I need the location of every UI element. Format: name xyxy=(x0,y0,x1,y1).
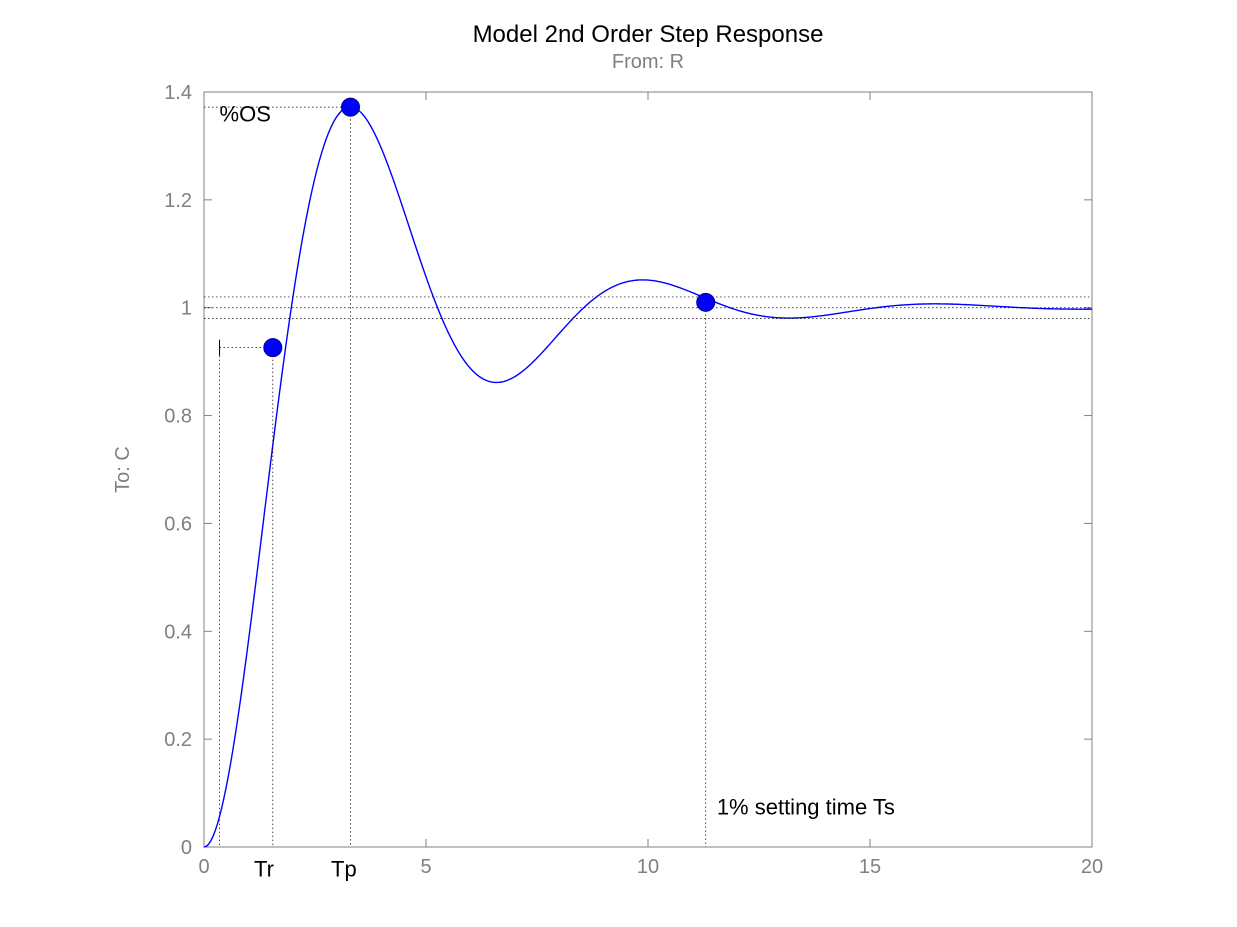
tr-label: Tr xyxy=(254,857,274,882)
percent-os-label: %OS xyxy=(220,102,271,127)
x-tick-label: 20 xyxy=(1081,856,1103,878)
y-tick-label: 0.8 xyxy=(164,406,192,428)
y-tick-label: 0.6 xyxy=(164,513,192,535)
rise-marker xyxy=(264,339,282,357)
plot-background xyxy=(0,0,1237,927)
x-tick-label: 5 xyxy=(420,856,431,878)
step-response-chart: Model 2nd Order Step Response From: R To: … xyxy=(0,0,1237,927)
chart-container: Model 2nd Order Step Response From: R To: … xyxy=(0,0,1237,927)
y-tick-label: 1.2 xyxy=(164,190,192,212)
chart-title: Model 2nd Order Step Response xyxy=(473,21,824,48)
ts-label: 1% setting time Ts xyxy=(717,795,895,820)
x-tick-label: 0 xyxy=(198,856,209,878)
tp-label: Tp xyxy=(331,857,357,882)
x-tick-label: 15 xyxy=(859,856,881,878)
y-tick-label: 0.4 xyxy=(164,621,192,643)
y-tick-label: 0 xyxy=(181,837,192,859)
y-tick-label: 1.4 xyxy=(164,82,192,104)
x-tick-label: 10 xyxy=(637,856,659,878)
y-tick-label: 0.2 xyxy=(164,729,192,751)
settle-marker xyxy=(697,293,715,311)
y-axis-label: To: C xyxy=(112,446,134,493)
peak-marker xyxy=(342,98,360,116)
chart-subtitle: From: R xyxy=(612,51,684,73)
y-tick-label: 1 xyxy=(181,298,192,320)
